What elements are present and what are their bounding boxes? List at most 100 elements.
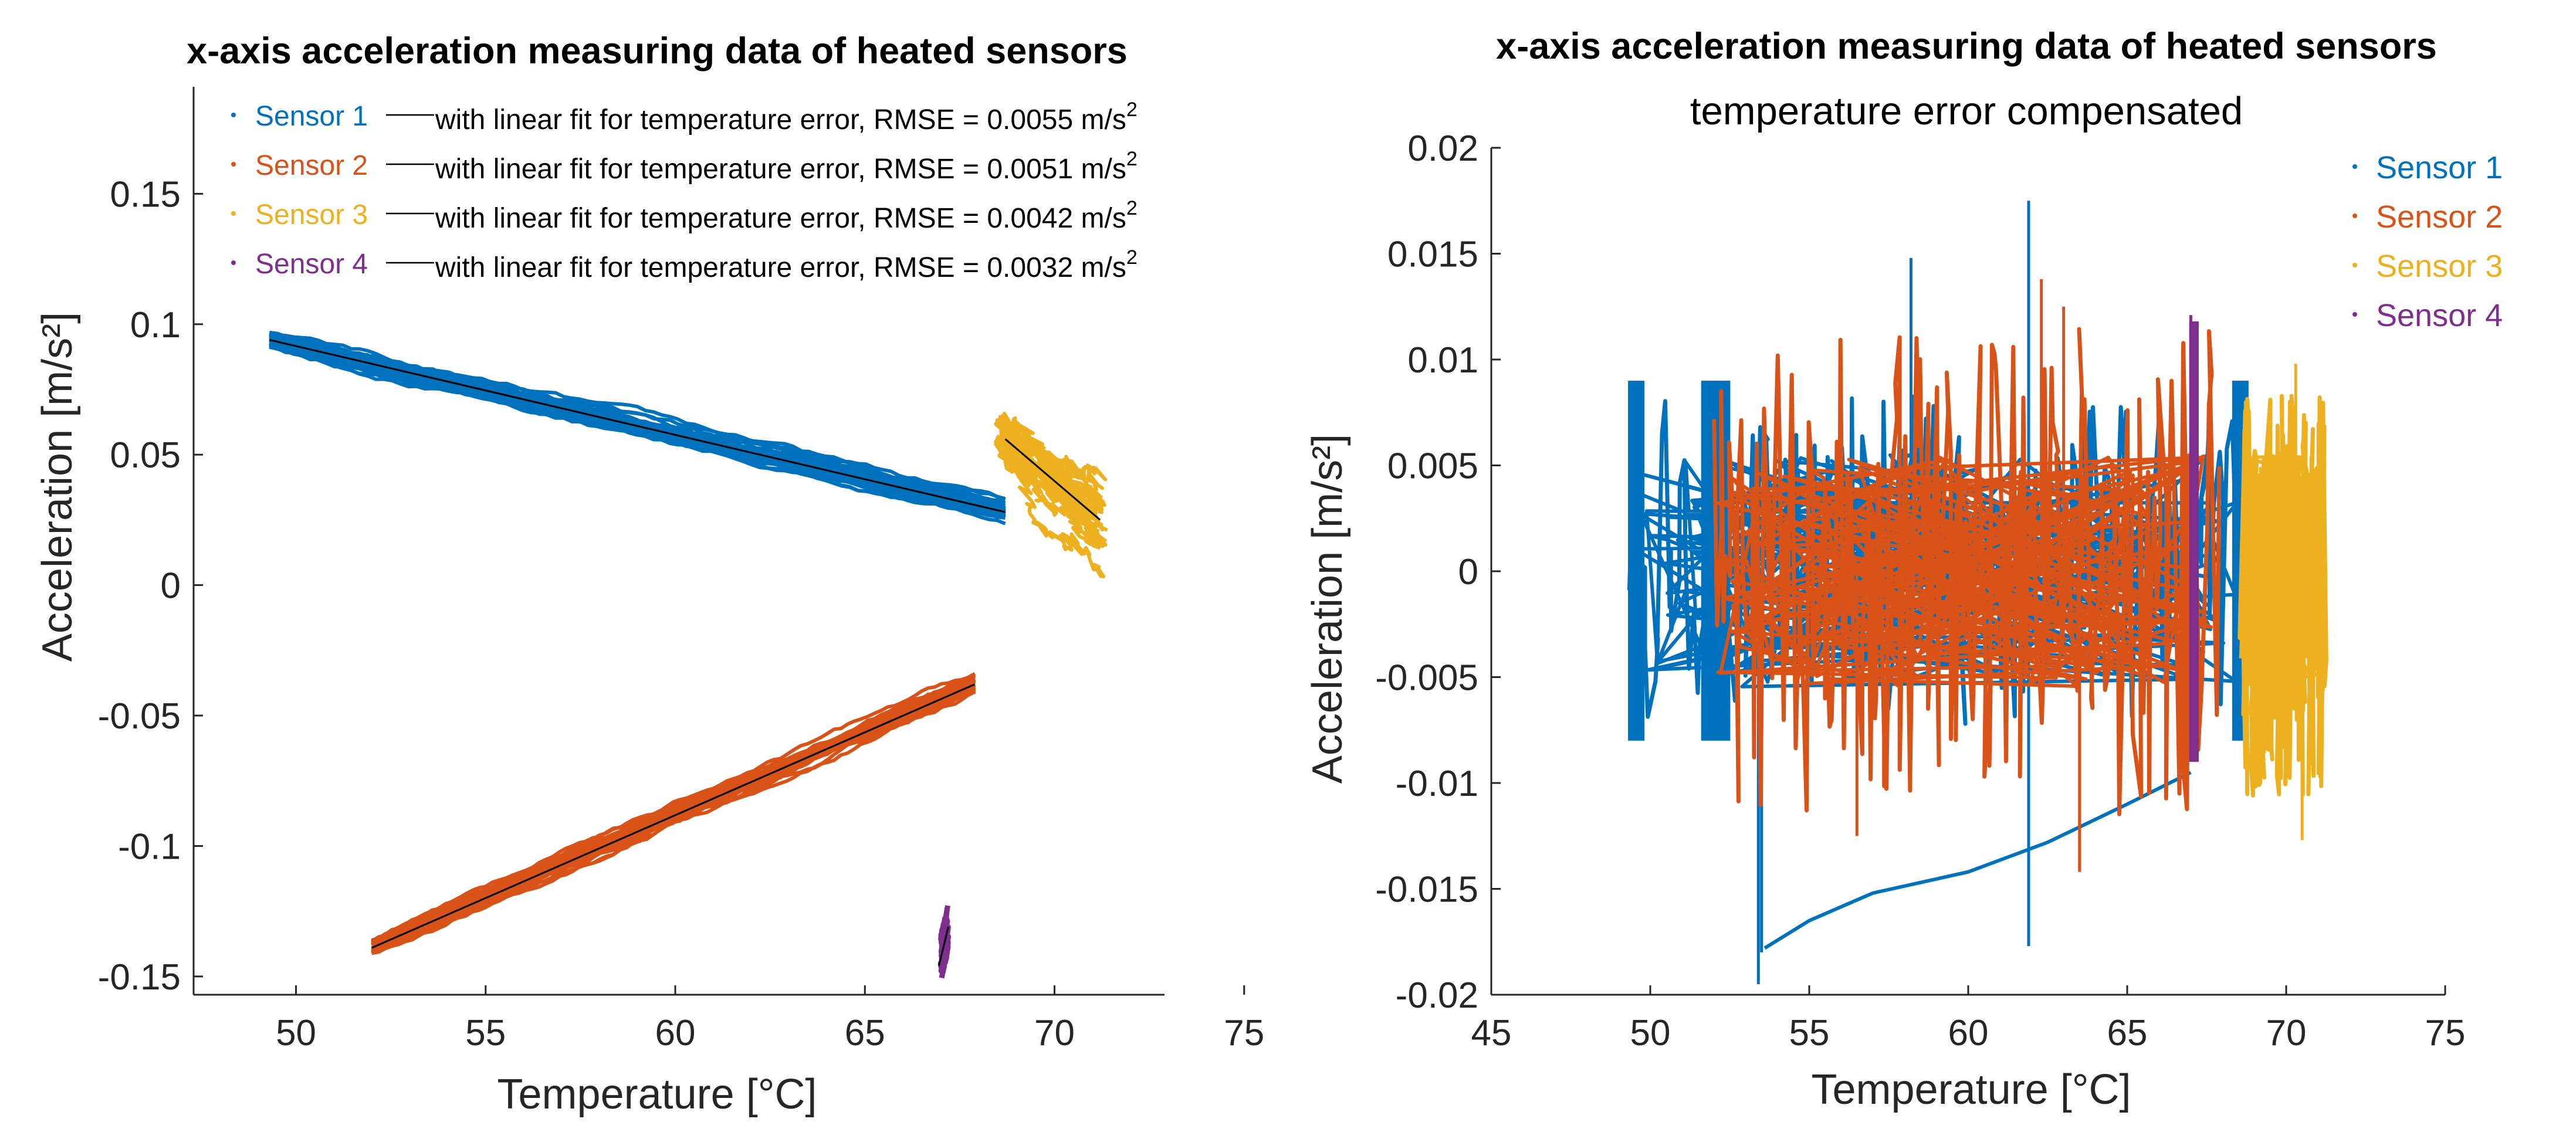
data-trace bbox=[269, 344, 1006, 517]
left-chart: x-axis acceleration measuring data of he… bbox=[34, 30, 1264, 1118]
data-trace bbox=[999, 429, 1106, 508]
x-tick-label: 45 bbox=[1471, 1013, 1512, 1053]
y-tick-label: 0.005 bbox=[1387, 446, 1478, 487]
x-tick-label: 50 bbox=[276, 1013, 316, 1053]
rmse-value: 0.0032 bbox=[987, 252, 1073, 283]
fit-line bbox=[937, 926, 949, 967]
fit-label-text: with linear fit for temperature error, R… bbox=[435, 252, 987, 283]
legend-fit-label: with linear fit for temperature error, R… bbox=[435, 99, 1138, 135]
legend-marker bbox=[231, 113, 236, 117]
right-chart-legend: Sensor 1 Sensor 2 Sensor 3 Sensor 4 bbox=[2352, 150, 2503, 333]
series-sensor-2 bbox=[371, 672, 976, 955]
data-point bbox=[824, 749, 830, 755]
left-chart-legend: Sensor 1 with linear fit for temperature … bbox=[231, 99, 1138, 283]
rmse-unit-sup: 2 bbox=[1126, 246, 1138, 269]
data-trace bbox=[2240, 455, 2326, 688]
y-tick-label: -0.15 bbox=[98, 957, 181, 998]
x-tick-label: 60 bbox=[1948, 1013, 1989, 1053]
rmse-unit-sup: 2 bbox=[1126, 99, 1138, 121]
y-tick-label: 0.02 bbox=[1407, 128, 1478, 169]
fit-line bbox=[269, 339, 1006, 513]
y-tick-label: -0.015 bbox=[1375, 870, 1478, 910]
y-tick-label: -0.005 bbox=[1375, 658, 1478, 699]
x-tick-label: 50 bbox=[1630, 1013, 1671, 1053]
legend-marker bbox=[2352, 312, 2357, 317]
data-band bbox=[1628, 381, 1645, 741]
legend-label: Sensor 1 bbox=[255, 101, 368, 132]
data-point bbox=[388, 940, 394, 946]
fit-label-text: with linear fit for temperature error, R… bbox=[435, 104, 987, 135]
x-tick-label: 75 bbox=[1224, 1013, 1264, 1053]
data-point bbox=[1044, 477, 1050, 484]
data-trace bbox=[1716, 454, 2213, 688]
legend-marker bbox=[231, 162, 236, 167]
y-tick-label: -0.02 bbox=[1396, 975, 1478, 1016]
series-sensor-3 bbox=[993, 411, 1108, 578]
data-trace bbox=[371, 676, 976, 943]
legend-label: Sensor 2 bbox=[255, 150, 368, 181]
right-chart-title: x-axis acceleration measuring data of he… bbox=[1496, 26, 2437, 67]
x-tick-label: 75 bbox=[2425, 1013, 2466, 1053]
rmse-unit: m/s bbox=[1073, 154, 1126, 185]
legend-marker bbox=[2352, 213, 2357, 218]
series-sensor-3 bbox=[2238, 364, 2328, 840]
legend-fit-label: with linear fit for temperature error, R… bbox=[435, 197, 1138, 234]
rmse-value: 0.0042 bbox=[987, 203, 1073, 234]
y-tick-label: 0.015 bbox=[1387, 235, 1478, 275]
legend-label: Sensor 3 bbox=[255, 199, 368, 230]
fit-line bbox=[371, 683, 976, 949]
left-chart-axes: 50 55 60 65 70 75 -0.15 -0.1 -0.05 0 0.05 0.1 0.15 bbox=[98, 87, 1264, 1053]
x-tick-label: 70 bbox=[2266, 1013, 2307, 1053]
y-tick-label: 0.01 bbox=[1407, 340, 1478, 381]
legend-marker bbox=[231, 211, 236, 216]
y-tick-label: 0.05 bbox=[110, 435, 181, 476]
series-sensor-4 bbox=[937, 905, 951, 979]
legend-label: Sensor 4 bbox=[255, 249, 368, 280]
y-tick-label: -0.01 bbox=[1396, 764, 1478, 804]
data-point bbox=[943, 921, 950, 927]
rmse-unit: m/s bbox=[1073, 104, 1126, 135]
y-tick-label: 0 bbox=[1458, 552, 1478, 592]
legend-marker bbox=[2352, 263, 2357, 267]
fit-label-text: with linear fit for temperature error, R… bbox=[435, 203, 987, 234]
left-chart-xlabel: Temperature [°C] bbox=[497, 1071, 817, 1118]
series-sensor-4 bbox=[2189, 315, 2199, 762]
x-tick-label: 70 bbox=[1034, 1013, 1075, 1053]
series-sensor-2 bbox=[1712, 279, 2222, 872]
rmse-unit: m/s bbox=[1073, 203, 1126, 234]
right-chart-xlabel: Temperature [°C] bbox=[1812, 1066, 2131, 1113]
fit-label-text: with linear fit for temperature error, R… bbox=[435, 154, 987, 185]
x-tick-label: 65 bbox=[2107, 1013, 2148, 1053]
legend-marker bbox=[2352, 164, 2357, 169]
rmse-unit-sup: 2 bbox=[1126, 197, 1138, 219]
legend-marker bbox=[231, 260, 236, 265]
data-trace bbox=[371, 677, 976, 952]
right-chart-axes: 45 50 55 60 65 70 75 -0.02 -0.015 -0.01 -0.005 0 0.0… bbox=[1375, 128, 2465, 1053]
legend-fit-label: with linear fit for temperature error, R… bbox=[435, 246, 1138, 283]
x-tick-label: 65 bbox=[845, 1013, 885, 1053]
left-chart-title: x-axis acceleration measuring data of he… bbox=[187, 30, 1128, 72]
right-chart: x-axis acceleration measuring data of he… bbox=[1304, 26, 2503, 1113]
data-point bbox=[1006, 457, 1012, 463]
legend-label: Sensor 2 bbox=[2376, 199, 2503, 235]
legend-label: Sensor 4 bbox=[2376, 298, 2503, 333]
legend-fit-label: with linear fit for temperature error, R… bbox=[435, 148, 1138, 185]
data-point bbox=[407, 365, 413, 372]
legend-label: Sensor 3 bbox=[2376, 249, 2503, 284]
rmse-value: 0.0051 bbox=[987, 154, 1073, 185]
y-tick-label: 0.15 bbox=[110, 174, 181, 215]
y-tick-label: 0.1 bbox=[130, 305, 181, 345]
legend-label: Sensor 1 bbox=[2376, 150, 2503, 185]
data-trace bbox=[1763, 771, 2192, 950]
y-tick-label: -0.1 bbox=[118, 826, 181, 867]
fit-line bbox=[1004, 438, 1101, 521]
y-tick-label: -0.05 bbox=[98, 696, 181, 737]
rmse-value: 0.0055 bbox=[987, 104, 1073, 135]
y-tick-label: 0 bbox=[161, 566, 181, 606]
x-tick-label: 55 bbox=[465, 1013, 506, 1053]
rmse-unit: m/s bbox=[1073, 252, 1126, 283]
data-trace bbox=[993, 442, 1106, 578]
left-chart-plot-area bbox=[269, 330, 1108, 979]
